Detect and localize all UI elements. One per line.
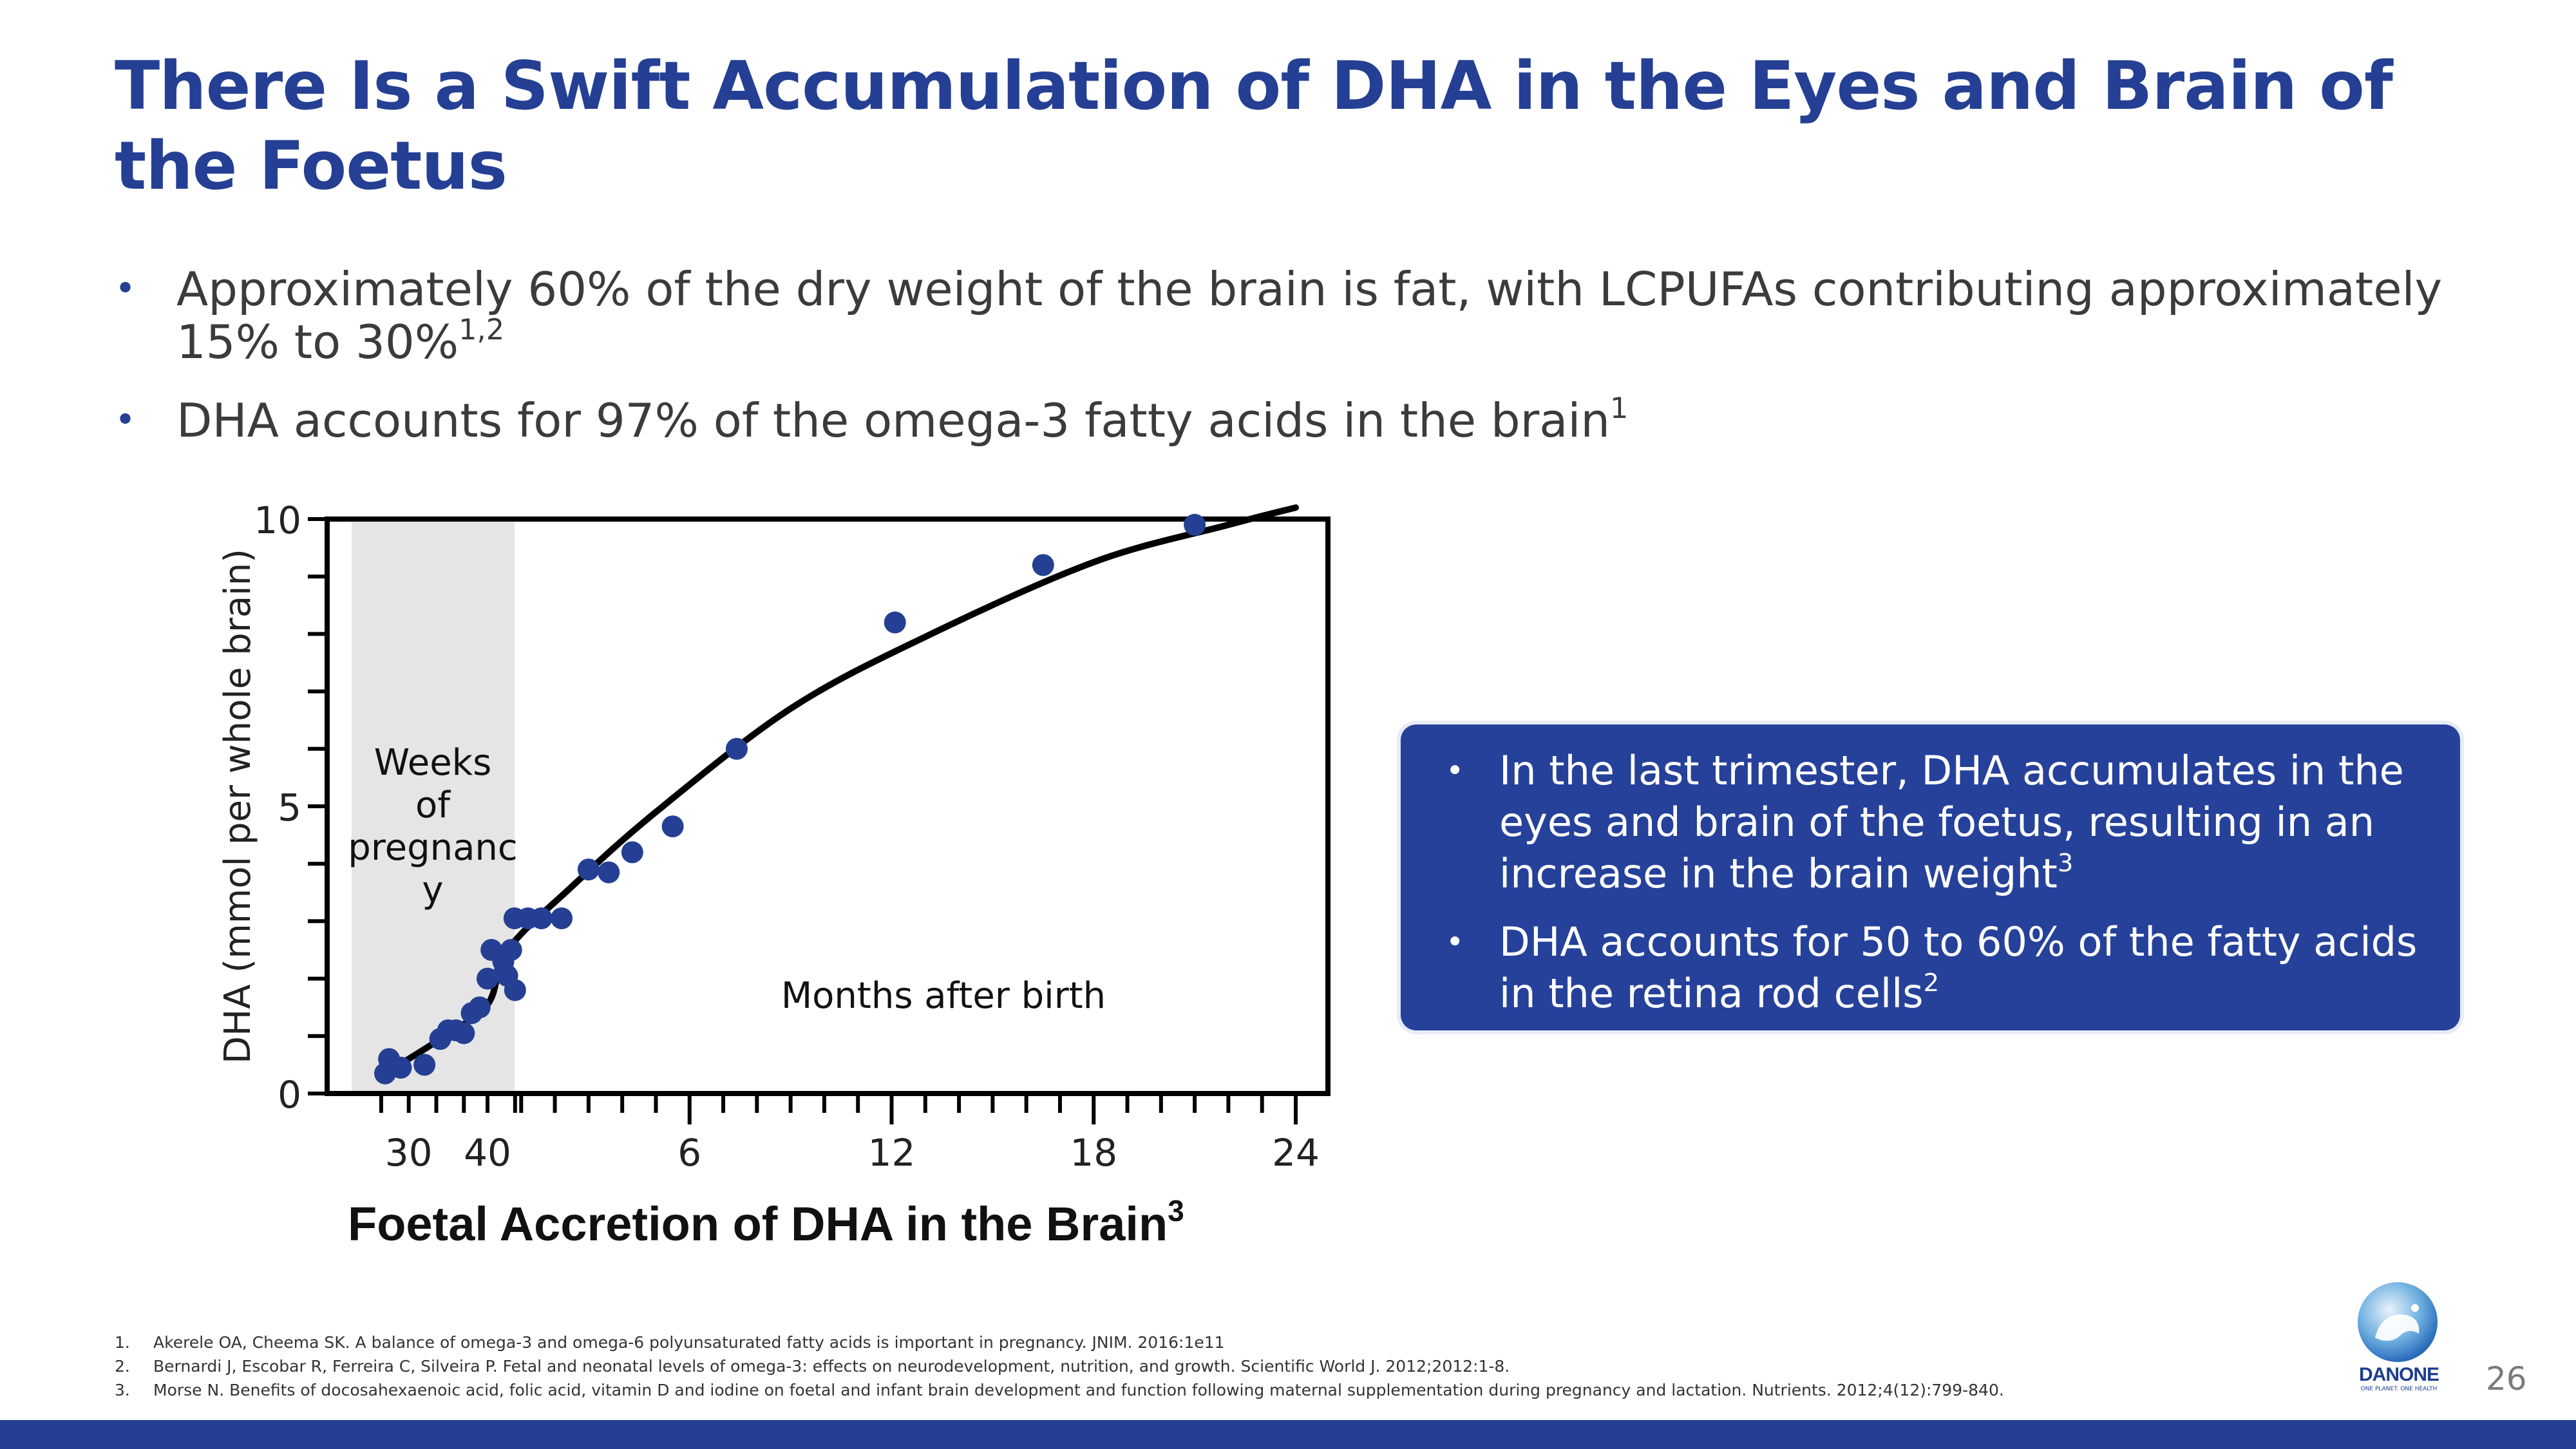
footer-bar	[0, 1420, 2576, 1449]
x-tick-label: 30	[385, 1131, 433, 1175]
reference-text: Morse N. Benefits of docosahexaenoic aci…	[153, 1381, 2004, 1399]
x-tick-label: 12	[868, 1131, 916, 1175]
reference-item: 3. Morse N. Benefits of docosahexaenoic a…	[115, 1378, 2240, 1402]
data-point	[453, 1022, 475, 1045]
y-tick-label: 10	[254, 498, 301, 542]
bullet-icon: •	[1446, 753, 1464, 789]
chart-title-text: Foetal Accretion of DHA in the Brain	[348, 1197, 1168, 1251]
callout-item: • DHA accounts for 50 to 60% of the fatt…	[1426, 916, 2434, 1019]
key-point: • DHA accounts for 97% of the omega-3 fa…	[115, 391, 2446, 448]
data-point	[551, 907, 573, 929]
x-tick-label: 40	[464, 1131, 511, 1175]
y-tick-label: 5	[278, 786, 301, 829]
reference-number: 1.	[115, 1333, 130, 1352]
months-region-label: Months after birth	[781, 975, 1106, 1017]
bullet-icon: •	[115, 399, 137, 441]
data-point	[1184, 513, 1206, 536]
x-tick-label: 24	[1272, 1131, 1320, 1175]
data-point	[577, 858, 600, 881]
bullet-icon: •	[115, 268, 137, 310]
y-axis-label: DHA (mmol per whole brain)	[217, 549, 259, 1064]
footnote-ref: 1,2	[459, 312, 505, 346]
data-point	[725, 737, 748, 760]
callout-item: • In the last trimester, DHA accumulates…	[1426, 745, 2434, 900]
y-tick-label: 0	[278, 1073, 301, 1117]
key-point-text: DHA accounts for 97% of the omega-3 fatt…	[176, 393, 1610, 448]
data-point	[598, 861, 620, 884]
slide-title: There Is a Swift Accumulation of DHA in …	[115, 48, 2393, 205]
x-tick-label: 18	[1070, 1131, 1117, 1175]
data-point	[504, 979, 526, 1001]
data-point	[468, 996, 491, 1019]
key-point: • Approximately 60% of the dry weight of…	[115, 263, 2446, 368]
x-tick-label: 6	[677, 1131, 701, 1175]
reference-item: 1. Akerele OA, Cheema SK. A balance of om…	[115, 1331, 2240, 1354]
reference-number: 3.	[115, 1381, 130, 1399]
chart-title: Foetal Accretion of DHA in the Brain3	[348, 1193, 1507, 1251]
data-point	[621, 841, 643, 864]
logo-tagline: ONE PLANET. ONE HEALTH	[2360, 1386, 2438, 1392]
callout-text: In the last trimester, DHA accumulates i…	[1499, 747, 2404, 897]
bullet-icon: •	[1446, 924, 1464, 960]
key-points-list: • Approximately 60% of the dry weight of…	[115, 263, 2446, 473]
callout-text: DHA accounts for 50 to 60% of the fatty …	[1499, 918, 2418, 1017]
references-list: 1. Akerele OA, Cheema SK. A balance of om…	[115, 1331, 2240, 1402]
reference-text: Bernardi J, Escobar R, Ferreira C, Silve…	[153, 1357, 1510, 1376]
logo-wordmark: DANONE	[2358, 1364, 2439, 1385]
key-point-text: Approximately 60% of the dry weight of t…	[176, 262, 2443, 369]
page-number: 26	[2486, 1360, 2527, 1397]
pregnancy-shaded-region	[352, 520, 515, 1094]
shaded-region-label: Weeks of pregnanc y	[348, 742, 517, 911]
footnote-ref: 3	[1168, 1193, 1184, 1227]
data-point	[530, 907, 553, 929]
reference-item: 2. Bernardi J, Escobar R, Ferreira C, Sil…	[115, 1354, 2240, 1378]
data-point	[493, 961, 516, 984]
callout-box: • In the last trimester, DHA accumulates…	[1401, 724, 2460, 1030]
data-point	[500, 939, 522, 961]
data-point	[661, 815, 684, 838]
danone-logo-icon	[2358, 1282, 2438, 1362]
footnote-ref: 2	[1923, 968, 1940, 998]
footnote-ref: 3	[2057, 848, 2074, 878]
data-point	[477, 967, 498, 990]
data-point	[884, 611, 906, 634]
reference-number: 2.	[115, 1357, 130, 1376]
footnote-ref: 1	[1609, 391, 1629, 425]
reference-text: Akerele OA, Cheema SK. A balance of omeg…	[153, 1333, 1225, 1352]
data-point	[413, 1054, 436, 1076]
callout-list: • In the last trimester, DHA accumulates…	[1426, 745, 2434, 1019]
data-point	[390, 1056, 412, 1079]
data-point	[1032, 554, 1054, 576]
